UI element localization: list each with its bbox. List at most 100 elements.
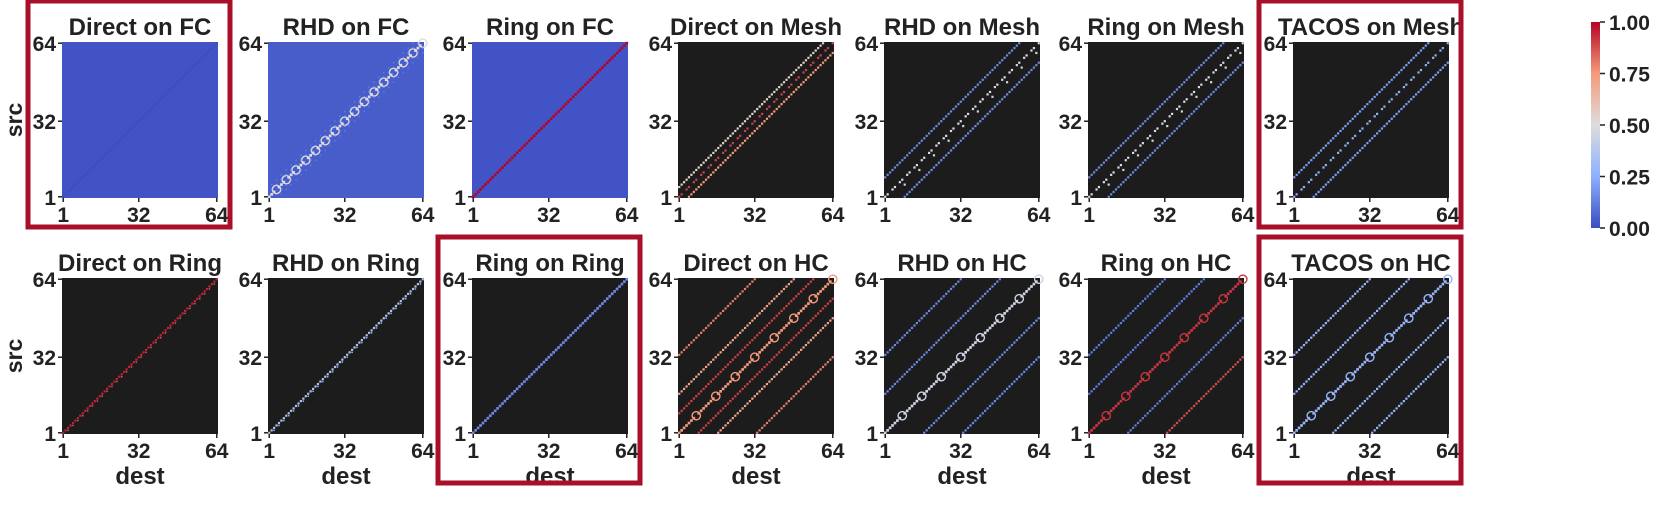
heatmap-cell [1175, 421, 1179, 425]
heatmap-cell [1444, 280, 1447, 283]
heatmap-cell [341, 122, 344, 125]
heatmap-cell [736, 127, 739, 130]
heatmap-cell [508, 158, 512, 162]
heatmap-cell [1385, 83, 1388, 86]
heatmap-cell [1183, 414, 1186, 417]
heatmap-cell [562, 105, 565, 108]
heatmap-cell [751, 122, 754, 125]
heatmap-cell [954, 282, 958, 286]
heatmap-cell [1018, 42, 1021, 45]
heatmap-cell [1364, 352, 1375, 363]
x-tick-label: 1 [467, 440, 479, 463]
heatmap-cell [690, 341, 693, 344]
heatmap-cell [1183, 81, 1186, 84]
heatmap-cell [91, 402, 94, 405]
heatmap-cell [974, 341, 977, 344]
heatmap-cell [1300, 424, 1303, 427]
heatmap-cell [974, 85, 977, 89]
heatmap-cell [208, 49, 211, 52]
heatmap-cell [196, 61, 199, 64]
heatmap-cell [700, 183, 703, 186]
heatmap-cell [417, 57, 419, 59]
heatmap-cell [289, 173, 293, 177]
panel-title: TACOS on HC [1291, 250, 1451, 277]
heatmap-cell [773, 375, 776, 378]
heatmap-cell [1327, 397, 1330, 400]
heatmap-cell [799, 309, 803, 313]
heatmap-cell [1114, 365, 1118, 369]
heatmap-cell [817, 56, 820, 59]
heatmap-cell [1422, 302, 1425, 305]
heatmap-cell [888, 426, 892, 430]
heatmap-cell [1122, 168, 1125, 172]
heatmap-cell [525, 141, 529, 145]
heatmap-cell [1136, 127, 1140, 130]
heatmap-cell [1095, 424, 1098, 427]
y-tick-label: 64 [239, 269, 263, 292]
heatmap-cell [763, 346, 766, 349]
heatmap-cell [768, 302, 771, 305]
heatmap-cell [549, 117, 553, 121]
heatmap-cell [1127, 431, 1130, 434]
heatmap-cell [1141, 417, 1144, 420]
heatmap-cell [1195, 363, 1198, 366]
heatmap-cell [402, 297, 405, 300]
heatmap-cell [300, 154, 302, 157]
heatmap-cell [824, 59, 827, 62]
heatmap-cell [751, 112, 754, 116]
heatmap-cell [295, 159, 297, 161]
heatmap-cell [709, 163, 713, 167]
heatmap-cell [692, 339, 695, 342]
heatmap-cell [1212, 90, 1215, 94]
heatmap-cell [884, 176, 887, 179]
heatmap-cell [719, 390, 722, 393]
heatmap-cell [1202, 278, 1205, 281]
x-tick-label: 64 [821, 204, 845, 227]
heatmap-cell [339, 115, 341, 118]
heatmap-cell [1388, 297, 1391, 300]
heatmap-cell [1234, 49, 1237, 52]
heatmap-cell [935, 163, 938, 167]
y-tick-label: 64 [649, 33, 673, 56]
heatmap-cell [966, 93, 970, 96]
colorbar: 0.000.250.500.751.00 [1591, 12, 1650, 241]
heatmap-cell [1424, 44, 1427, 47]
heatmap-cell [1227, 331, 1230, 334]
heatmap-cell [1384, 332, 1395, 343]
heatmap-cell [603, 63, 607, 67]
heatmap-cell [372, 326, 376, 330]
heatmap-cell [788, 313, 799, 324]
heatmap-cell [1434, 329, 1437, 332]
heatmap-cell [1139, 302, 1142, 305]
y-axis-label: src [1, 103, 27, 138]
heatmap-cell [1185, 333, 1189, 337]
heatmap-cell [1165, 353, 1169, 357]
y-tick-label: 1 [44, 187, 56, 210]
heatmap-cell [1314, 409, 1318, 413]
heatmap-cell [1293, 195, 1296, 198]
heatmap-cell [471, 195, 475, 199]
heatmap-cell [331, 368, 334, 371]
heatmap-cell [1325, 391, 1336, 402]
heatmap-cell [760, 122, 764, 125]
heatmap-cell [1183, 297, 1186, 300]
heatmap-cell [819, 44, 822, 47]
heatmap-cell [768, 341, 771, 344]
heatmap-cell [1020, 78, 1023, 81]
heatmap-cell [1385, 338, 1389, 342]
heatmap-cell [328, 134, 332, 138]
heatmap-cell [1010, 49, 1014, 52]
heatmap-cell [739, 351, 742, 354]
heatmap-cell [695, 178, 698, 181]
heatmap-cell [76, 181, 79, 184]
heatmap-cell [707, 363, 710, 366]
heatmap-cell [945, 292, 948, 295]
heatmap-cell [765, 421, 769, 425]
heatmap-cell [1114, 149, 1118, 152]
heatmap-cell [545, 358, 548, 361]
heatmap-cell [1158, 360, 1162, 364]
heatmap-cell [101, 395, 103, 397]
heatmap-cell [1293, 392, 1296, 395]
heatmap-cell [979, 375, 982, 378]
